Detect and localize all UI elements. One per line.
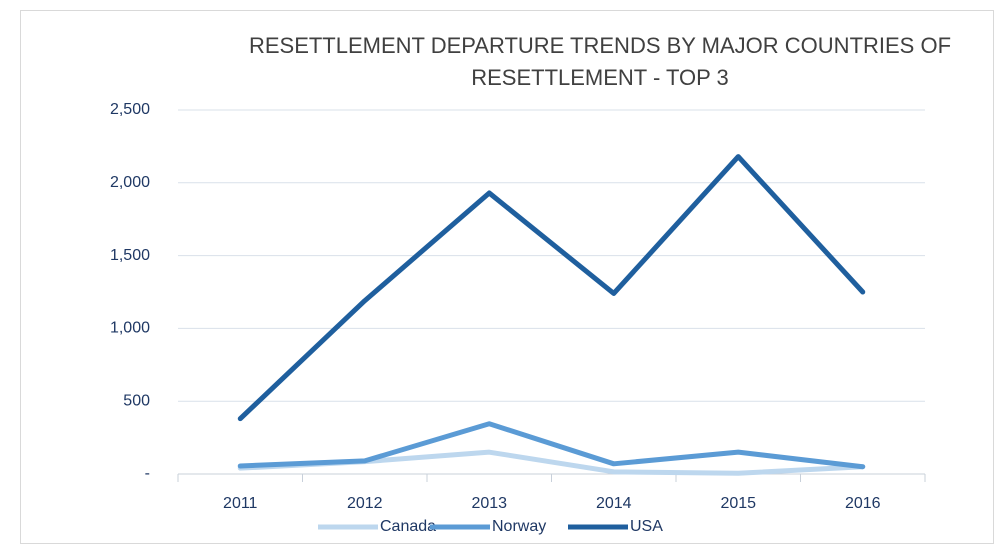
x-tick-label: 2014 — [596, 495, 632, 512]
chart-frame — [20, 10, 994, 544]
y-tick-label: 1,500 — [110, 247, 150, 264]
x-tick-label: 2015 — [720, 495, 756, 512]
y-tick-label: 2,500 — [110, 101, 150, 118]
y-tick-label: 500 — [123, 392, 150, 409]
x-tick-label: 2016 — [845, 495, 881, 512]
legend-label: Canada — [380, 518, 436, 535]
series-line — [237, 421, 866, 470]
legend-label: USA — [630, 518, 663, 535]
y-tick-label: - — [145, 465, 150, 482]
x-tick-label: 2013 — [471, 495, 507, 512]
x-tick-label: 2011 — [223, 495, 258, 512]
x-tick-label: 2012 — [347, 495, 383, 512]
y-tick-label: 2,000 — [110, 174, 150, 191]
legend-label: Norway — [492, 518, 546, 535]
series-line — [237, 154, 866, 422]
y-tick-label: 1,000 — [110, 320, 150, 337]
chart-title: RESETTLEMENT DEPARTURE TRENDS BY MAJOR C… — [248, 33, 952, 90]
